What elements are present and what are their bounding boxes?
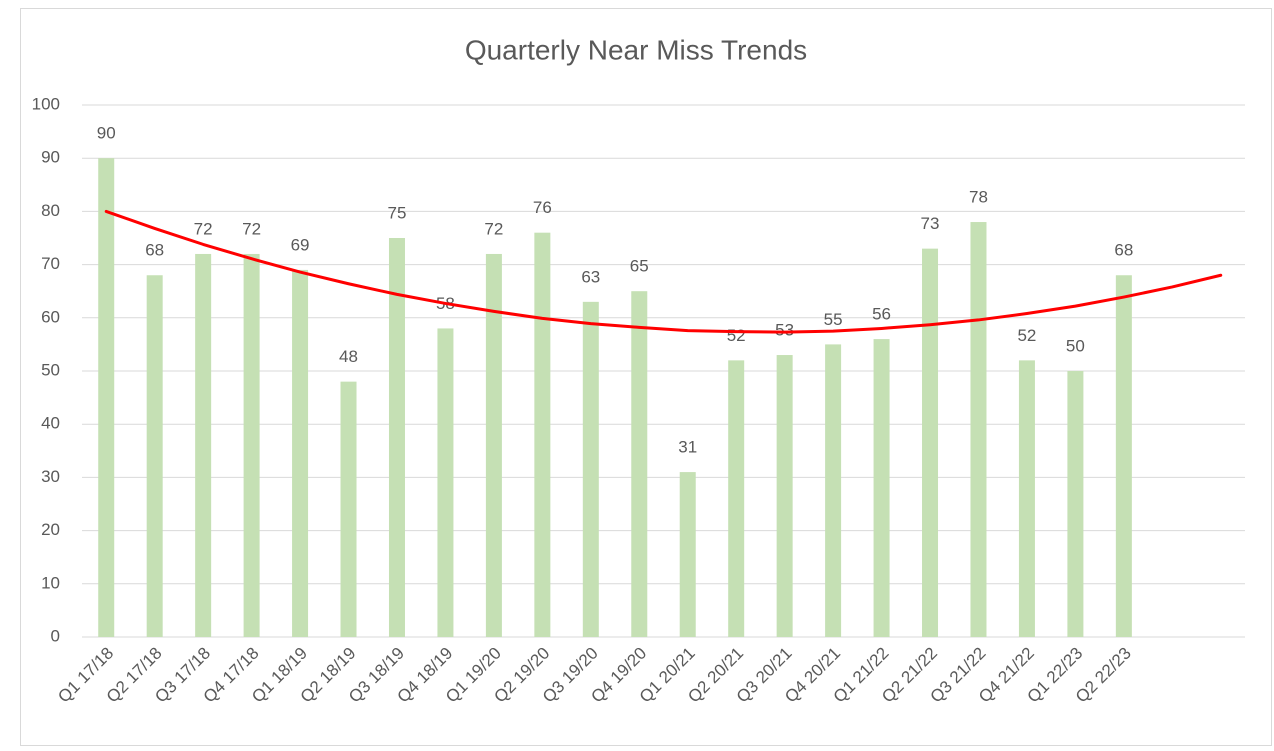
data-label: 48 xyxy=(339,347,358,366)
y-tick-label: 0 xyxy=(51,626,60,645)
data-label: 72 xyxy=(242,219,261,238)
bar xyxy=(679,472,696,637)
data-label: 68 xyxy=(145,241,164,260)
y-tick-label: 100 xyxy=(32,94,60,113)
y-tick-label: 30 xyxy=(41,467,60,486)
bar xyxy=(1018,360,1035,637)
bar xyxy=(195,253,212,637)
data-label: 90 xyxy=(97,124,116,143)
y-tick-label: 80 xyxy=(41,201,60,220)
bar xyxy=(776,355,793,637)
bar xyxy=(1067,371,1084,637)
y-tick-label: 10 xyxy=(41,573,60,592)
bar xyxy=(243,253,260,637)
y-tick-label: 20 xyxy=(41,520,60,539)
y-tick-label: 60 xyxy=(41,307,60,326)
bar xyxy=(340,381,357,637)
data-label: 68 xyxy=(1114,241,1133,260)
bar xyxy=(873,339,890,637)
y-tick-label: 50 xyxy=(41,360,60,379)
data-label: 55 xyxy=(824,310,843,329)
bar xyxy=(485,253,502,637)
bar xyxy=(728,360,745,637)
y-tick-label: 40 xyxy=(41,414,60,433)
bar xyxy=(970,222,987,638)
y-tick-label: 70 xyxy=(41,254,60,273)
data-label: 31 xyxy=(678,438,697,457)
data-label: 72 xyxy=(484,219,503,238)
data-label: 78 xyxy=(969,188,988,207)
bar xyxy=(582,301,599,637)
bar xyxy=(631,291,648,637)
data-label: 75 xyxy=(388,203,407,222)
trendline xyxy=(104,209,1223,334)
data-label: 69 xyxy=(291,235,310,254)
bar xyxy=(146,275,163,637)
bar xyxy=(825,344,842,637)
bar xyxy=(437,328,454,637)
bar xyxy=(922,248,939,637)
data-label: 53 xyxy=(775,321,794,340)
bar xyxy=(1115,275,1132,637)
data-label: 56 xyxy=(872,305,891,324)
bar xyxy=(534,232,551,637)
chart-title: Quarterly Near Miss Trends xyxy=(465,34,807,65)
data-label: 50 xyxy=(1066,336,1085,355)
data-label: 73 xyxy=(921,214,940,233)
bar xyxy=(388,238,405,637)
data-label: 52 xyxy=(727,326,746,345)
data-label: 63 xyxy=(581,267,600,286)
data-label: 65 xyxy=(630,257,649,276)
data-label: 76 xyxy=(533,198,552,217)
bar xyxy=(98,158,115,637)
y-tick-label: 90 xyxy=(41,148,60,167)
bar xyxy=(292,269,309,637)
data-label: 52 xyxy=(1017,326,1036,345)
data-label: 72 xyxy=(194,219,213,238)
